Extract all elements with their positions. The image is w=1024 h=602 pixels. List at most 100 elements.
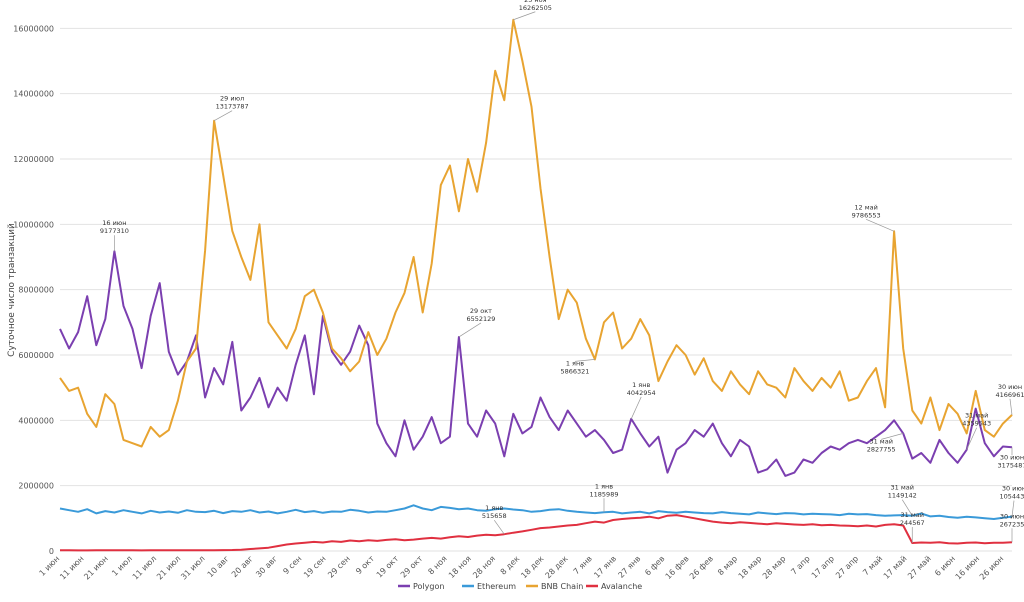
x-tick-label: 27 янв (617, 554, 643, 580)
annotation-value: 9177310 (100, 227, 129, 235)
x-tick-label: 11 июн (58, 554, 85, 581)
legend: Polygon Ethereum BNB Chain Avalanche (398, 582, 642, 591)
x-tick-label: 26 июн (978, 554, 1005, 581)
annotation-date: 30 июн (1002, 485, 1024, 493)
annotation-date: 1 янв (595, 482, 613, 490)
x-tick-label: 28 дек (544, 554, 570, 580)
annotation-leader (865, 218, 895, 232)
annotation-date: 25 ноя (524, 0, 547, 4)
x-tick-label: 20 авг (230, 554, 255, 579)
annotation-date: 12 май (854, 203, 877, 211)
annotation-leader (966, 427, 977, 450)
annotation-value: 1054433 (1000, 493, 1024, 501)
annotation-value: 3175487 (998, 461, 1024, 469)
annotation-date: 31 май (965, 412, 988, 420)
annotation-leader (458, 322, 482, 338)
annotation-date: 30 июн (1000, 453, 1024, 461)
gridlines (60, 27, 1012, 552)
annotation-value: 4042954 (627, 389, 656, 397)
x-tick-label: 21 июл (155, 554, 182, 581)
annotation-leader (1009, 398, 1013, 415)
y-tick-label: 4000000 (18, 416, 54, 425)
x-tick-label: 7 янв (572, 554, 594, 576)
annotation-value: 267235 (1000, 520, 1024, 528)
x-tick-label: 21 июн (82, 554, 109, 581)
x-tick-label: 8 ноя (426, 554, 448, 576)
annotation-date: 29 окт (470, 307, 492, 315)
annotation-value: 515658 (482, 512, 507, 520)
annotation-date: 31 май (891, 484, 914, 492)
x-tick-label: 8 дек (499, 554, 522, 577)
series-line-polygon (59, 250, 1013, 477)
annotation-date: 1 янв (632, 381, 650, 389)
annotation-value: 16262505 (519, 4, 552, 12)
x-tick-label: 9 окт (354, 554, 376, 576)
x-tick-label: 26 фев (688, 554, 715, 581)
series-line-avalanche (60, 514, 1013, 552)
x-tick-label: 29 сен (326, 554, 352, 580)
x-tick-label: 31 июл (179, 554, 206, 581)
x-tick-label: 18 мар (737, 554, 764, 581)
annotation-leader (881, 433, 904, 440)
annotation-date: 31 май (869, 437, 892, 445)
x-tick-label: 8 мар (716, 554, 739, 577)
annotation-leader (1011, 500, 1015, 517)
legend-label: BNB Chain (541, 582, 583, 591)
x-tick-label: 16 июн (954, 554, 981, 581)
annotation-date: 16 июн (102, 219, 126, 227)
x-tick-label: 18 ноя (447, 554, 473, 580)
annotation-value: 1149142 (888, 492, 917, 500)
y-tick-label: 2000000 (18, 482, 54, 491)
x-tick-label: 9 сен (281, 554, 303, 576)
annotation-value: 4166961 (996, 391, 1024, 399)
x-tick-label: 7 апр (789, 554, 812, 577)
annotation-leader (513, 11, 536, 21)
legend-label: Avalanche (601, 582, 642, 591)
annotation-date: 1 янв (566, 359, 584, 367)
annotation-value: 13173787 (216, 103, 249, 111)
x-tick-label: 11 июл (131, 554, 158, 581)
annotation-leader (901, 499, 913, 516)
x-tick-label: 17 янв (592, 554, 618, 580)
x-tick-label: 17 май (882, 554, 909, 581)
y-tick-label: 14000000 (13, 90, 54, 99)
x-tick-label: 10 авг (206, 554, 231, 579)
y-tick-label: 10000000 (13, 220, 54, 229)
annotation-value: 2827755 (867, 445, 896, 453)
y-tick-label: 12000000 (13, 155, 54, 164)
series-line-bnb-chain (59, 18, 1013, 448)
y-tick-label: 6000000 (18, 351, 54, 360)
y-tick-label: 16000000 (13, 24, 54, 33)
annotation-value: 1185989 (590, 490, 619, 498)
legend-label: Polygon (413, 582, 444, 591)
x-tick-label: 30 авг (254, 554, 279, 579)
y-axis-label: Суточное число транзакций (7, 223, 17, 357)
x-tick-label: 16 фев (664, 554, 691, 581)
x-tick-label: 19 сен (302, 554, 328, 580)
x-tick-label: 17 апр (810, 554, 836, 580)
series-lines (59, 18, 1013, 552)
annotation-leader (574, 359, 595, 362)
y-tick-label: 0 (49, 547, 54, 556)
annotation-value: 5866321 (560, 367, 589, 375)
x-tick-label: 28 ноя (471, 554, 497, 580)
annotation-date: 1 янв (485, 504, 503, 512)
annotation-leader (630, 396, 642, 420)
x-tick-label: 18 дек (519, 554, 545, 580)
annotation-value: 244567 (900, 519, 925, 527)
annotation-leader (493, 519, 505, 535)
y-tick-label: 8000000 (18, 286, 54, 295)
annotation-date: 30 июн (1000, 512, 1024, 520)
legend-label: Ethereum (477, 582, 516, 591)
x-tick-label: 7 май (861, 554, 884, 577)
annotation-value: 6552129 (466, 315, 495, 323)
annotation-leader (213, 110, 233, 121)
x-tick-label: 29 окт (399, 554, 425, 580)
annotation-value: 9786553 (852, 211, 881, 219)
x-tick-label: 28 мар (761, 554, 788, 581)
series-line-ethereum (59, 504, 1013, 520)
